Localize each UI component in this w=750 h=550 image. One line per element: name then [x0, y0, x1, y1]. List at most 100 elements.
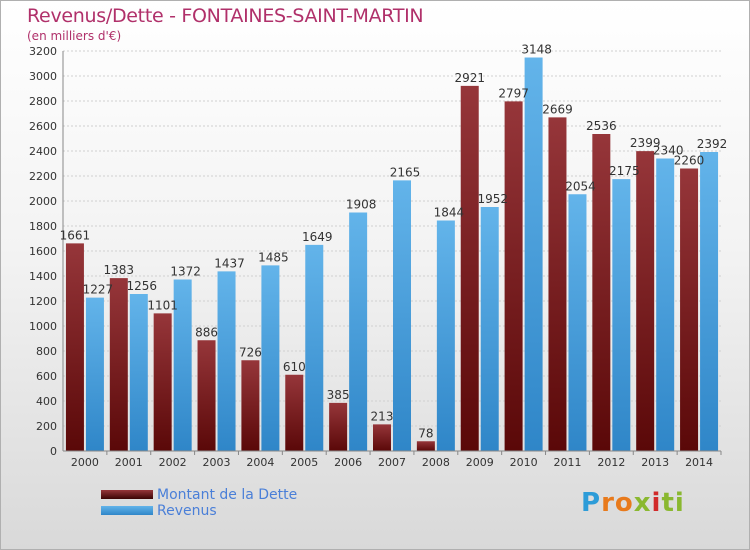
logo-letter: t [661, 488, 675, 518]
chart-title: Revenus/Dette - FONTAINES-SAINT-MARTIN [27, 5, 424, 27]
data-label-revenus: 2175 [609, 164, 640, 178]
y-tick-label: 2400 [29, 145, 57, 158]
y-tick-label: 2600 [29, 120, 57, 133]
data-label-revenus: 1372 [170, 265, 201, 279]
x-tick-label: 2007 [378, 456, 406, 469]
x-tick-label: 2009 [466, 456, 494, 469]
y-tick-label: 0 [50, 445, 57, 458]
bar-revenus [656, 158, 675, 451]
data-label-revenus: 1485 [258, 250, 289, 264]
bar-revenus [480, 207, 499, 451]
data-label-revenus: 2054 [565, 179, 596, 193]
x-tick-label: 2010 [510, 456, 538, 469]
data-label-dette: 385 [327, 388, 350, 402]
y-tick-label: 200 [36, 420, 57, 433]
data-label-revenus: 1256 [127, 279, 158, 293]
bar-revenus [568, 194, 587, 451]
x-tick-label: 2011 [553, 456, 581, 469]
y-tick-label: 3200 [29, 45, 57, 58]
bar-revenus [85, 297, 104, 451]
logo-letter: i [651, 488, 662, 518]
bar-dette [153, 313, 172, 451]
bar-revenus [700, 152, 719, 451]
bar-dette [636, 151, 655, 451]
legend-swatch-dette [101, 490, 153, 499]
data-label-dette: 78 [418, 426, 433, 440]
data-label-revenus: 2340 [653, 144, 684, 158]
bar-revenus [261, 265, 280, 451]
logo-letter: r [601, 488, 615, 518]
data-label-dette: 213 [371, 409, 394, 423]
bar-dette [197, 340, 216, 451]
bar-dette [548, 117, 567, 451]
x-tick-label: 2001 [115, 456, 143, 469]
logo-letter: P [581, 488, 602, 518]
bar-revenus [305, 244, 324, 451]
proxiti-logo: Proxiti [581, 488, 685, 518]
bar-dette [504, 101, 523, 451]
y-tick-label: 800 [36, 345, 57, 358]
y-tick-label: 1800 [29, 220, 57, 233]
bar-revenus [217, 271, 236, 451]
bar-dette [373, 424, 391, 451]
bar-dette [329, 402, 348, 451]
bar-revenus [129, 294, 148, 451]
legend-label-revenus: Revenus [157, 503, 217, 519]
x-tick-label: 2006 [334, 456, 362, 469]
bar-dette [460, 85, 479, 451]
x-tick-label: 2002 [159, 456, 187, 469]
data-label-revenus: 1908 [346, 198, 377, 212]
data-label-dette: 2921 [454, 71, 485, 85]
data-label-dette: 2399 [630, 136, 661, 150]
data-label-dette: 2797 [498, 86, 529, 100]
bar-dette [592, 134, 611, 451]
chart-subtitle: (en milliers d'€) [27, 29, 122, 43]
data-label-revenus: 1437 [214, 256, 245, 270]
y-tick-label: 1400 [29, 270, 57, 283]
data-label-revenus: 1227 [83, 283, 114, 297]
data-label-dette: 2260 [674, 154, 705, 168]
data-label-revenus: 2165 [390, 165, 421, 179]
bar-dette [285, 374, 304, 451]
logo-letter: o [614, 488, 634, 518]
bar-dette [241, 360, 260, 451]
logo-letter: i [674, 488, 685, 518]
bar-dette [109, 278, 128, 451]
y-tick-label: 2800 [29, 95, 57, 108]
x-tick-label: 2012 [597, 456, 625, 469]
x-tick-label: 2003 [203, 456, 231, 469]
bar-revenus [436, 220, 455, 451]
data-label-dette: 1383 [104, 263, 135, 277]
x-tick-label: 2000 [71, 456, 99, 469]
data-label-dette: 2669 [542, 102, 573, 116]
data-label-revenus: 3148 [521, 43, 552, 57]
bar-dette [416, 441, 435, 451]
data-label-dette: 610 [283, 360, 306, 374]
logo-letter: x [633, 488, 652, 518]
data-label-dette: 1101 [147, 298, 178, 312]
legend-swatch-revenus [101, 506, 153, 515]
bar-revenus [524, 57, 543, 451]
y-tick-label: 1000 [29, 320, 57, 333]
x-tick-label: 2014 [685, 456, 713, 469]
data-label-dette: 2536 [586, 119, 617, 133]
legend-label-dette: Montant de la Dette [157, 487, 298, 503]
data-label-dette: 886 [195, 325, 218, 339]
data-label-revenus: 2392 [697, 137, 728, 151]
y-tick-label: 1600 [29, 245, 57, 258]
y-tick-label: 600 [36, 370, 57, 383]
data-label-revenus: 1844 [434, 206, 465, 220]
bar-dette [680, 168, 699, 451]
bar-revenus [393, 180, 411, 451]
data-label-revenus: 1649 [302, 230, 333, 244]
y-tick-label: 2200 [29, 170, 57, 183]
bar-revenus [173, 279, 192, 451]
data-label-dette: 1661 [60, 228, 91, 242]
x-tick-label: 2013 [641, 456, 669, 469]
y-tick-label: 1200 [29, 295, 57, 308]
bar-dette [65, 243, 84, 451]
x-tick-label: 2005 [290, 456, 318, 469]
bar-revenus [612, 179, 631, 451]
